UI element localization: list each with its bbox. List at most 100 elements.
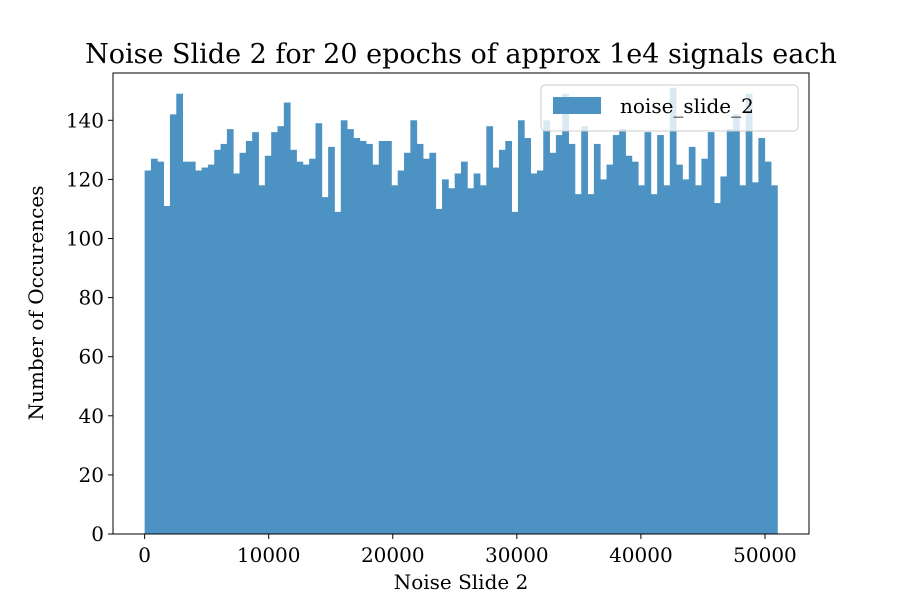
plot-area (144, 87, 778, 535)
histogram-bar (328, 146, 335, 534)
y-tick-label: 100 (66, 226, 104, 250)
histogram-bar (366, 143, 373, 534)
histogram-bar (157, 161, 165, 534)
histogram-bar (593, 143, 601, 534)
histogram-bar (517, 120, 525, 535)
histogram-bar (758, 138, 766, 534)
x-axis: 0 10000 20000 30000 40000 50000 (138, 534, 797, 567)
histogram-bar (587, 194, 595, 534)
legend-label: noise_slide_2 (620, 94, 754, 118)
histogram-bar (315, 123, 323, 534)
histogram-bar (410, 120, 418, 535)
histogram-bar (416, 143, 424, 534)
histogram-bar (600, 179, 607, 534)
histogram-bar (448, 188, 456, 534)
histogram-bar (568, 143, 576, 534)
histogram-bar (631, 161, 639, 534)
histogram-bar (258, 185, 266, 535)
histogram-bar (726, 129, 734, 534)
histogram-bar (423, 158, 430, 534)
histogram-bar (429, 152, 437, 535)
histogram-bar (663, 185, 671, 535)
histogram-bar (277, 126, 285, 534)
histogram-bar (144, 170, 152, 534)
histogram-bar (612, 135, 620, 535)
histogram-bar (764, 161, 772, 534)
histogram-bar (739, 185, 747, 535)
histogram-bar (334, 211, 342, 534)
histogram-bar (359, 140, 367, 534)
histogram-bar (207, 164, 215, 534)
histogram-bar (442, 179, 449, 534)
histogram-bar (239, 152, 247, 535)
histogram-bar (188, 161, 196, 534)
x-tick-label: 50000 (733, 543, 797, 567)
histogram-bar (321, 197, 329, 534)
histogram-bar (195, 170, 202, 534)
histogram-bar (657, 135, 664, 535)
y-tick-label: 60 (79, 345, 104, 369)
histogram-bar (771, 185, 778, 535)
histogram-bar (220, 143, 228, 534)
histogram-bar (644, 132, 652, 534)
histogram-bar (385, 140, 392, 534)
histogram-bar (498, 149, 506, 535)
histogram-bar (309, 158, 316, 534)
y-tick-label: 140 (66, 108, 104, 132)
y-tick-label: 20 (79, 463, 104, 487)
histogram-bar (682, 179, 690, 534)
y-tick-label: 40 (79, 404, 104, 428)
legend: noise_slide_2 (540, 84, 799, 132)
x-tick-label: 10000 (237, 543, 301, 567)
histogram-bar (271, 132, 278, 534)
histogram-bar (688, 146, 696, 534)
histogram-bar (176, 93, 183, 534)
histogram-bar (638, 185, 645, 535)
histogram-bar (486, 126, 494, 534)
y-tick-label: 80 (79, 286, 104, 310)
x-tick-label: 0 (138, 543, 151, 567)
histogram-bar (511, 211, 519, 534)
histogram-bar (720, 176, 728, 534)
histogram-bar (536, 170, 544, 534)
histogram-bar (353, 138, 361, 534)
x-tick-label: 30000 (485, 543, 549, 567)
histogram-bar (733, 114, 740, 534)
histogram-bar (714, 203, 721, 534)
histogram-bar (492, 167, 500, 535)
histogram-bar (201, 167, 209, 535)
histogram-bar (372, 164, 380, 534)
histogram-bar (707, 132, 715, 534)
histogram-bar (574, 194, 582, 534)
x-axis-title: Noise Slide 2 (394, 570, 529, 594)
histogram-bar (695, 185, 702, 535)
legend-box (540, 84, 799, 132)
y-tick-label: 120 (66, 167, 104, 191)
histogram-bar (169, 114, 177, 534)
histogram-bar (479, 185, 487, 535)
x-tick-label: 20000 (361, 543, 425, 567)
histogram-bar (676, 164, 683, 534)
histogram-bar (467, 188, 475, 534)
histogram-bar (543, 120, 550, 535)
histogram-bar (182, 161, 190, 534)
histogram-bar (555, 135, 563, 535)
y-tick-label: 0 (91, 522, 104, 546)
histogram-bar (283, 102, 291, 535)
y-axis-title: Number of Occurences (24, 186, 48, 421)
histogram-bar (150, 158, 158, 534)
histogram-bar (302, 164, 310, 534)
histogram-bar (435, 208, 443, 534)
histogram-bar (264, 155, 272, 534)
histogram-bar (214, 149, 221, 535)
histogram-bar (461, 161, 468, 534)
histogram-bar (404, 152, 411, 535)
histogram-bar (606, 164, 614, 534)
histogram-bar (397, 170, 405, 534)
histogram-bar (669, 87, 677, 535)
histogram-bar (625, 155, 633, 534)
histogram-bar (701, 158, 709, 534)
histogram-bar (581, 126, 588, 534)
histogram-bar (163, 205, 171, 534)
